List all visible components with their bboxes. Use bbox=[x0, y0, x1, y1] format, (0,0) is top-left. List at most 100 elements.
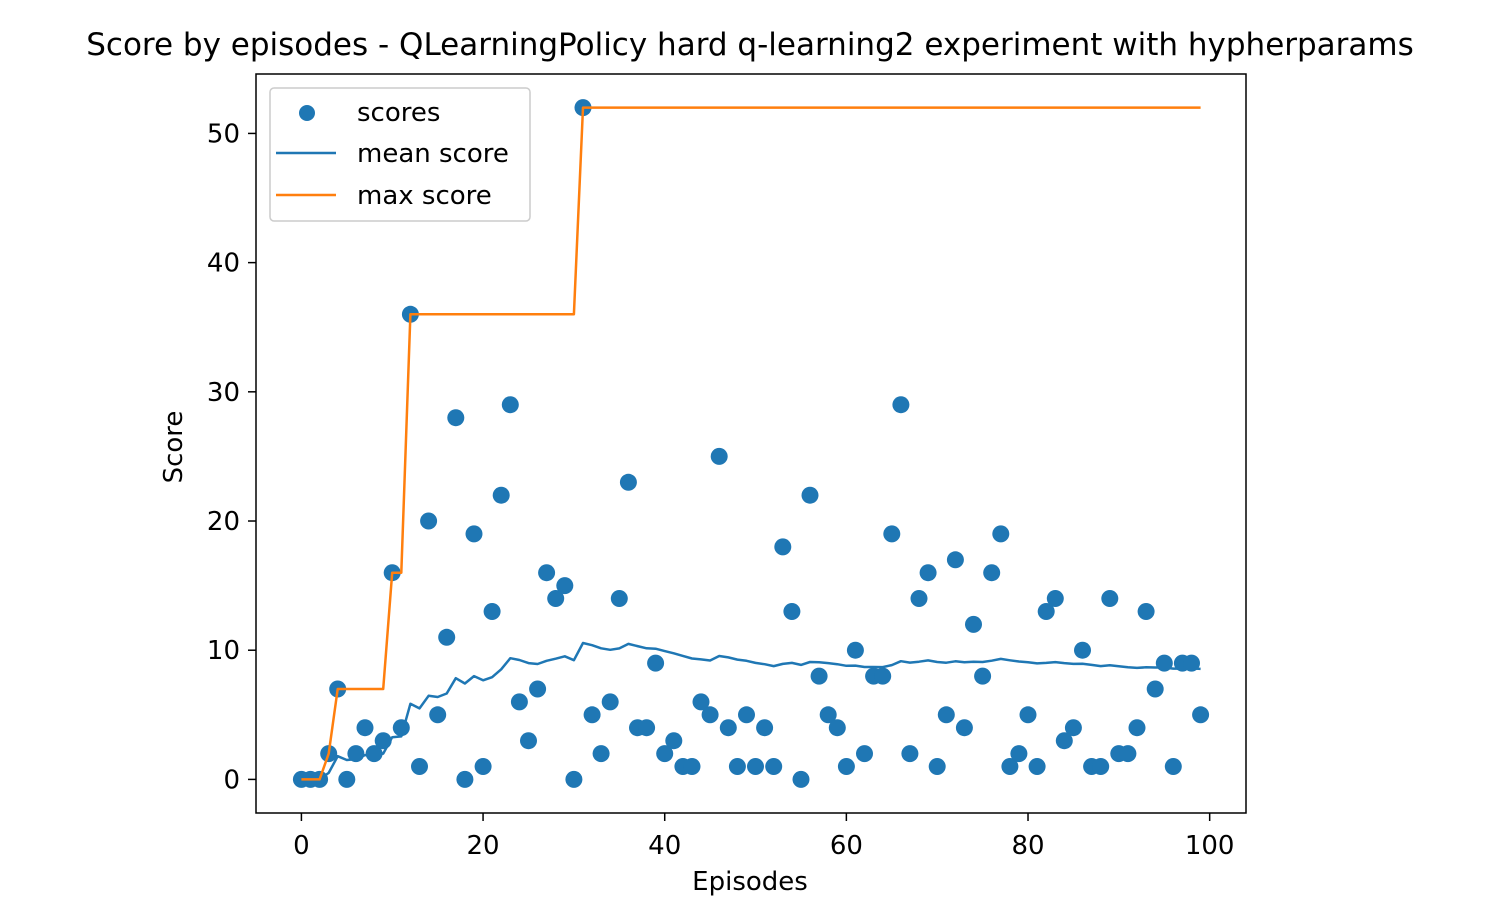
score-point bbox=[856, 745, 873, 763]
score-point bbox=[883, 525, 901, 543]
legend-scores-marker bbox=[299, 105, 315, 121]
score-point bbox=[801, 486, 819, 504]
y-tick-label: 50 bbox=[207, 119, 240, 149]
x-tick-label: 80 bbox=[1011, 831, 1044, 861]
score-point bbox=[1101, 590, 1119, 607]
score-point bbox=[583, 706, 601, 724]
score-point bbox=[792, 770, 810, 788]
score-point bbox=[619, 473, 637, 491]
score-point bbox=[747, 758, 764, 775]
chart-title: Score by episodes - QLearningPolicy hard… bbox=[86, 27, 1414, 63]
score-point bbox=[347, 745, 365, 763]
score-point bbox=[1146, 680, 1164, 698]
score-point bbox=[411, 758, 428, 775]
score-point bbox=[937, 706, 955, 724]
score-point bbox=[438, 628, 456, 646]
y-tick-label: 0 bbox=[223, 765, 240, 795]
max-score-line bbox=[301, 106, 1201, 781]
legend-max-label: max score bbox=[357, 181, 492, 211]
score-point bbox=[429, 706, 447, 724]
y-tick-label: 30 bbox=[207, 378, 240, 408]
mean-score-line bbox=[301, 641, 1201, 781]
score-point bbox=[1092, 758, 1110, 775]
score-point bbox=[520, 732, 537, 750]
score-point bbox=[447, 409, 465, 427]
score-point bbox=[874, 667, 892, 685]
score-point bbox=[1192, 706, 1210, 724]
score-point bbox=[756, 719, 774, 737]
x-tick-label: 20 bbox=[467, 831, 500, 861]
x-tick-label: 40 bbox=[648, 831, 681, 861]
x-axis-label: Episodes bbox=[692, 867, 808, 897]
y-tick-label: 10 bbox=[207, 636, 240, 666]
score-point bbox=[992, 525, 1010, 543]
score-point bbox=[1028, 758, 1046, 775]
score-point bbox=[928, 758, 946, 775]
score-point bbox=[974, 667, 992, 685]
score-point bbox=[356, 719, 374, 737]
score-point bbox=[837, 758, 855, 775]
score-point bbox=[501, 396, 519, 414]
score-point bbox=[374, 732, 392, 750]
score-point bbox=[1055, 732, 1073, 750]
legend: scores mean score max score bbox=[269, 87, 531, 222]
score-point bbox=[456, 770, 474, 788]
score-point bbox=[710, 447, 728, 465]
plot-area bbox=[255, 73, 1247, 814]
score-point bbox=[1074, 641, 1091, 659]
x-tick-label: 100 bbox=[1185, 831, 1235, 861]
score-point bbox=[1064, 719, 1082, 737]
score-point bbox=[365, 745, 383, 763]
legend-scores-label: scores bbox=[357, 98, 440, 128]
score-point bbox=[556, 577, 574, 595]
score-point bbox=[765, 758, 783, 775]
score-point bbox=[529, 680, 547, 698]
score-point bbox=[701, 706, 719, 724]
score-point bbox=[610, 590, 628, 607]
score-point bbox=[1010, 745, 1028, 763]
legend-mean-label: mean score bbox=[357, 139, 509, 169]
score-point bbox=[1183, 654, 1200, 672]
score-point bbox=[1119, 745, 1137, 763]
score-point bbox=[510, 693, 528, 711]
score-point bbox=[783, 603, 801, 620]
score-point bbox=[392, 719, 410, 737]
score-point bbox=[656, 745, 674, 763]
score-point bbox=[1128, 719, 1146, 737]
x-axis: 0 20 40 60 80 100 bbox=[293, 813, 1234, 861]
score-point bbox=[565, 770, 583, 788]
x-tick-label: 0 bbox=[293, 831, 310, 861]
score-point bbox=[483, 603, 501, 620]
score-point bbox=[919, 564, 937, 582]
y-tick-label: 20 bbox=[207, 507, 240, 537]
score-point bbox=[592, 745, 610, 763]
score-point bbox=[965, 615, 982, 633]
score-point bbox=[774, 538, 792, 556]
score-point bbox=[946, 551, 964, 569]
x-tick-label: 60 bbox=[830, 831, 863, 861]
score-point bbox=[828, 719, 846, 737]
score-point bbox=[1137, 603, 1155, 620]
score-point bbox=[465, 525, 483, 543]
score-point bbox=[1155, 654, 1173, 672]
score-point bbox=[1046, 590, 1064, 607]
score-point bbox=[910, 590, 928, 607]
score-point bbox=[983, 564, 1001, 582]
score-point bbox=[728, 758, 746, 775]
score-point bbox=[1164, 758, 1182, 775]
y-axis: 0 10 20 30 40 50 bbox=[207, 119, 256, 795]
score-point bbox=[1001, 758, 1019, 775]
score-point bbox=[683, 758, 701, 775]
score-point bbox=[538, 564, 556, 582]
y-axis-label: Score bbox=[159, 411, 189, 484]
score-point bbox=[1037, 603, 1055, 620]
score-point bbox=[647, 654, 665, 672]
score-point bbox=[901, 745, 919, 763]
score-point bbox=[547, 590, 565, 607]
score-point bbox=[665, 732, 683, 750]
score-point bbox=[719, 719, 737, 737]
legend-frame bbox=[269, 87, 531, 222]
score-point bbox=[492, 486, 510, 504]
